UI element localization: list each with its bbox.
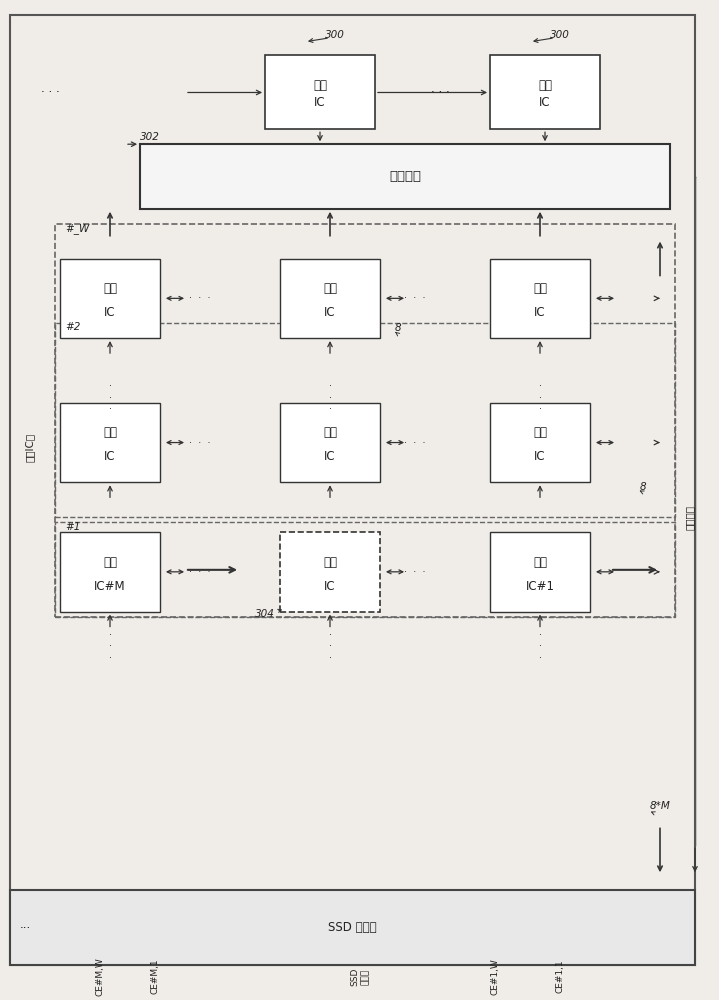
Text: IC: IC [539, 96, 551, 109]
Text: IC: IC [534, 450, 546, 463]
Text: IC: IC [324, 580, 336, 593]
Text: ·  ·  ·: · · · [404, 293, 426, 303]
Text: IC: IC [314, 96, 326, 109]
Text: 300: 300 [325, 30, 345, 40]
Bar [60, 259, 160, 338]
Text: 8: 8 [395, 323, 401, 333]
Text: IC: IC [104, 306, 116, 319]
Text: IC#M: IC#M [94, 580, 126, 593]
Text: 闪存: 闪存 [103, 282, 117, 295]
Text: ·
·
·: · · · [329, 381, 331, 414]
Text: 300: 300 [550, 30, 570, 40]
Text: ·
·
·: · · · [109, 381, 111, 414]
Text: 闪存: 闪存 [103, 426, 117, 439]
Text: CE#M,1: CE#M,1 [150, 959, 160, 994]
Text: ·
·
·: · · · [109, 630, 111, 663]
Text: #2: #2 [65, 322, 81, 332]
Text: CE#1,1: CE#1,1 [556, 960, 564, 993]
Text: CE#M,W: CE#M,W [96, 957, 104, 996]
Bar [490, 55, 600, 129]
Text: 闪存: 闪存 [313, 79, 327, 92]
Text: SSD 控制器: SSD 控制器 [328, 921, 377, 934]
Bar [10, 890, 695, 965]
Bar [490, 532, 590, 612]
Text: CE#1,W: CE#1,W [490, 958, 500, 995]
Bar [280, 532, 380, 612]
Text: ·
·
·: · · · [329, 630, 331, 663]
Text: · · ·: · · · [41, 86, 60, 99]
Bar [490, 259, 590, 338]
Text: ·
·
·: · · · [539, 381, 541, 414]
Text: 闪存: 闪存 [323, 426, 337, 439]
Bar [265, 55, 375, 129]
Text: 闪存IC组: 闪存IC组 [25, 433, 35, 462]
Text: IC: IC [324, 306, 336, 319]
Text: #1: #1 [65, 522, 81, 532]
Text: 数据总线: 数据总线 [685, 505, 695, 530]
Text: 8: 8 [640, 482, 646, 492]
Bar [55, 224, 675, 617]
Text: · · ·: · · · [431, 86, 449, 99]
Text: SSD
控制器: SSD 控制器 [350, 967, 370, 986]
Text: ·  ·  ·: · · · [189, 438, 211, 448]
Text: IC: IC [324, 450, 336, 463]
Text: ·  ·  ·: · · · [404, 438, 426, 448]
Text: 闪存: 闪存 [533, 556, 547, 569]
Text: 闪存: 闪存 [538, 79, 552, 92]
Text: 闪存: 闪存 [533, 282, 547, 295]
Text: 闪存: 闪存 [103, 556, 117, 569]
Bar [55, 323, 675, 517]
Bar [490, 403, 590, 482]
Bar [280, 259, 380, 338]
Text: ·
·
·: · · · [539, 630, 541, 663]
Bar [60, 403, 160, 482]
Bar [280, 403, 380, 482]
Text: ·  ·  ·: · · · [404, 567, 426, 577]
Text: IC#1: IC#1 [526, 580, 554, 593]
Text: 302: 302 [140, 132, 160, 142]
Text: 总线开关: 总线开关 [389, 170, 421, 183]
Text: IC: IC [534, 306, 546, 319]
Text: IC: IC [104, 450, 116, 463]
Text: ·  ·  ·: · · · [189, 293, 211, 303]
Bar [55, 522, 675, 617]
Text: #_W: #_W [65, 223, 89, 234]
Text: 304: 304 [255, 609, 275, 619]
Text: 闪存: 闪存 [533, 426, 547, 439]
Text: ...: ... [19, 918, 31, 931]
Text: ·  ·  ·: · · · [189, 567, 211, 577]
Text: 闪存: 闪存 [323, 556, 337, 569]
Text: 8*M: 8*M [650, 801, 671, 811]
Bar [60, 532, 160, 612]
Bar [140, 144, 670, 209]
Text: 闪存: 闪存 [323, 282, 337, 295]
